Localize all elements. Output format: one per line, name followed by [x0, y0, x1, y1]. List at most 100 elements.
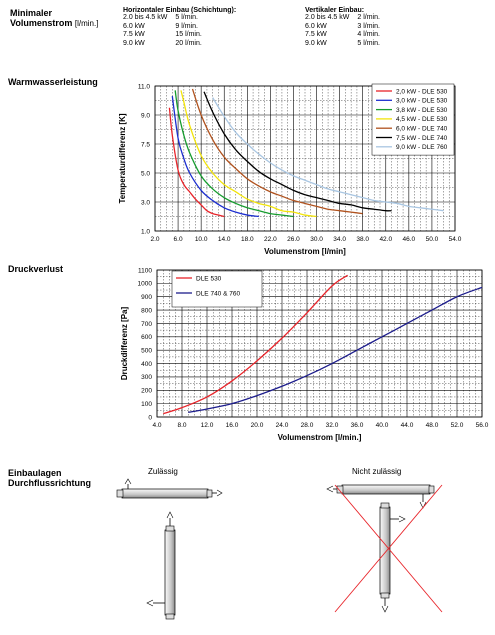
horizontal-flow: 5 l/min.	[175, 14, 198, 21]
x-axis-label: Volumenstrom [l/min.]	[278, 433, 362, 442]
vertical-flow: 5 l/min.	[357, 39, 380, 47]
series-line	[168, 107, 225, 218]
x-tick-label: 44.0	[401, 422, 414, 429]
x-tick-label: 8.0	[177, 422, 186, 429]
x-tick-label: 34.0	[333, 236, 346, 243]
vertical-row: 7.5 kW 4 l/min.	[305, 31, 388, 40]
y-axis-label: Temperaturdifferenz [K]	[118, 113, 127, 203]
y-tick-label: 1100	[138, 267, 152, 274]
y-tick-label: 700	[141, 321, 152, 328]
series-line	[174, 90, 294, 218]
horizontal-power: 2.0 bis 4.5 kW	[123, 14, 168, 21]
y-tick-label: 100	[141, 401, 152, 408]
allowed-horizontal-unit	[116, 478, 223, 499]
x-tick-label: 56.0	[476, 422, 489, 429]
pressure-loss-chart: 4.0 8.0 12.0 16.0 20.0 24.0 28.0 32.0 36.0 40.0 44…	[120, 267, 489, 442]
series-line	[191, 88, 363, 215]
x-tick-label: 12.0	[201, 422, 214, 429]
not-allowed-label: Nicht zulässig	[352, 467, 402, 476]
y-tick-label: 9.0	[141, 112, 150, 119]
x-tick-label: 52.0	[451, 422, 464, 429]
not-allowed-cross-icon	[334, 484, 443, 613]
vertical-power: 6.0 kW	[305, 22, 327, 30]
x-tick-label: 10.0	[195, 236, 208, 243]
legend-label: 3,0 kW - DLE 530	[396, 98, 448, 105]
y-tick-label: 600	[141, 334, 152, 341]
y-tick-label: 800	[141, 307, 152, 314]
legend-label: 6,0 kW - DLE 740	[396, 126, 448, 133]
x-tick-label: 14.0	[218, 236, 231, 243]
x-tick-label: 48.0	[426, 422, 439, 429]
y-tick-label: 900	[141, 294, 152, 301]
x-tick-label: 2.0	[150, 236, 159, 243]
x-tick-label: 36.0	[351, 422, 364, 429]
horizontal-flow: 15 l/min.	[175, 31, 202, 38]
y-tick-label: 1000	[138, 281, 153, 288]
y-tick-label: 7.5	[141, 141, 150, 148]
vertical-flow: 4 l/min.	[357, 31, 380, 38]
series-line	[212, 97, 444, 212]
series-line	[180, 90, 317, 218]
series-line	[171, 96, 259, 218]
x-tick-label: 22.0	[264, 236, 277, 243]
legend-box	[171, 270, 263, 308]
vertical-flow: 3 l/min.	[357, 22, 380, 30]
vertical-row: 9.0 kW 5 l/min.	[305, 40, 388, 49]
horizontal-row: 7.5 kW 15 l/min.	[123, 31, 210, 40]
install-heading-line1: Einbaulagen	[8, 468, 62, 478]
x-tick-label: 24.0	[276, 422, 289, 429]
horizontal-power: 7.5 kW	[123, 31, 145, 38]
x-tick-label: 40.0	[376, 422, 389, 429]
y-tick-label: 1.0	[141, 228, 150, 235]
x-tick-label: 26.0	[287, 236, 300, 243]
not-allowed-vertical-unit	[379, 502, 406, 613]
x-axis-label: Volumenstrom [l/min]	[264, 247, 346, 256]
horizontal-row: 2.0 bis 4.5 kW 5 l/min.	[123, 14, 210, 23]
y-tick-label: 5.0	[141, 170, 150, 177]
y-tick-label: 11.0	[138, 83, 151, 90]
legend-label: 3,8 kW - DLE 530	[396, 107, 448, 114]
x-tick-label: 54.0	[449, 236, 462, 243]
horizontal-row: 9.0 kW 20 l/min.	[123, 40, 210, 49]
x-tick-label: 42.0	[379, 236, 392, 243]
min-flow-heading: Minimaler Volumenstrom [l/min.]	[10, 8, 98, 28]
min-flow-heading-line1: Minimaler	[10, 8, 53, 18]
series-line	[203, 91, 392, 212]
legend-label: 2,0 kW - DLE 530	[396, 88, 448, 95]
horizontal-flow: 20 l/min.	[175, 39, 202, 47]
vertical-install-table: Vertikaler Einbau: 2.0 bis 4.5 kW 2 l/min…	[305, 7, 388, 48]
x-tick-label: 30.0	[310, 236, 323, 243]
legend-label: 9,0 kW - DLE 760	[396, 144, 448, 151]
x-tick-label: 38.0	[356, 236, 369, 243]
install-heading: Einbaulagen Durchflussrichtung	[8, 468, 91, 488]
x-tick-label: 28.0	[301, 422, 314, 429]
vertical-row: 6.0 kW 3 l/min.	[305, 23, 388, 32]
x-tick-label: 4.0	[152, 422, 161, 429]
horizontal-power: 6.0 kW	[123, 22, 145, 30]
y-tick-label: 200	[141, 388, 152, 395]
vertical-install-title: Vertikaler Einbau:	[305, 7, 365, 14]
vertical-flow: 2 l/min.	[357, 14, 380, 21]
vertical-row: 2.0 bis 4.5 kW 2 l/min.	[305, 14, 388, 23]
legend-label: DLE 530	[196, 275, 222, 282]
not-allowed-horizontal-unit	[326, 484, 435, 509]
y-tick-label: 500	[141, 347, 152, 354]
x-tick-label: 16.0	[226, 422, 239, 429]
x-tick-label: 46.0	[403, 236, 416, 243]
vertical-power: 9.0 kW	[305, 39, 327, 47]
legend-label: 4,5 kW - DLE 530	[396, 116, 448, 123]
horizontal-power: 9.0 kW	[123, 39, 145, 47]
x-tick-label: 20.0	[251, 422, 264, 429]
horizontal-install-table: Horizontaler Einbau (Schichtung): 2.0 bi…	[123, 7, 236, 48]
y-tick-label: 0	[148, 414, 152, 421]
hot-water-title: Warmwasserleistung	[8, 77, 98, 87]
x-tick-label: 6.0	[174, 236, 183, 243]
x-tick-label: 32.0	[326, 422, 339, 429]
hot-water-chart: 2.0 6.0 10.0 14.0 18.0 22.0 26.0 30.0 34.0 38.0 42…	[118, 83, 462, 256]
horizontal-flow: 9 l/min.	[175, 22, 198, 30]
pressure-loss-title: Druckverlust	[8, 264, 64, 274]
min-flow-heading-unit: [l/min.]	[74, 19, 99, 28]
x-tick-label: 18.0	[241, 236, 254, 243]
series-line	[188, 286, 483, 413]
install-heading-line2: Durchflussrichtung	[8, 478, 92, 488]
